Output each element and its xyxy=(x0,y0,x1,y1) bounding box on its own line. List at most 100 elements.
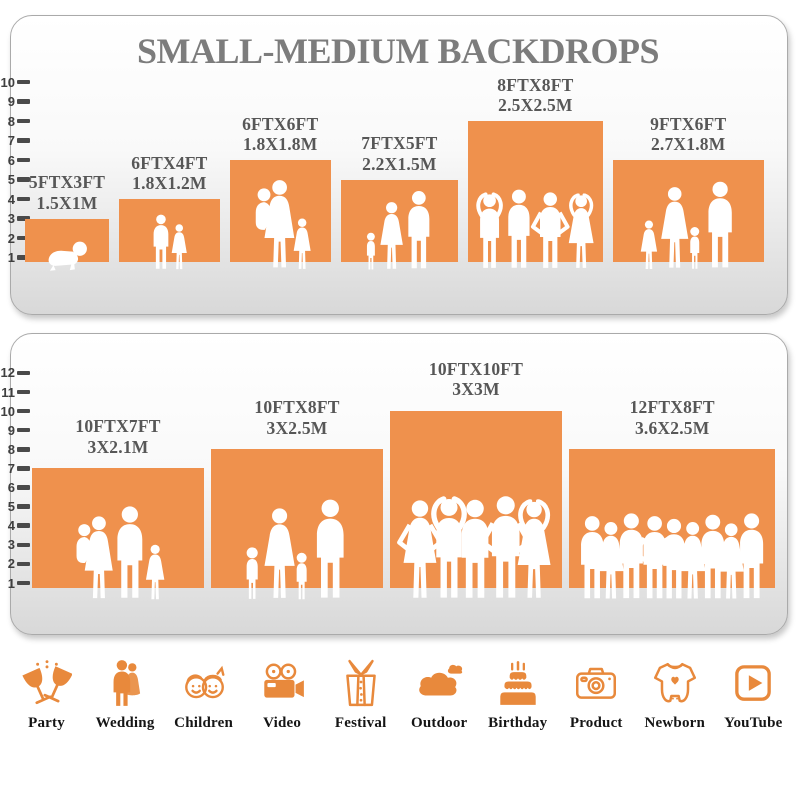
y-axis-tick-label: 1 xyxy=(7,575,15,591)
category-item-video: Video xyxy=(244,658,320,732)
y-axis-tick: 12 xyxy=(0,365,30,381)
wedding-icon xyxy=(113,660,141,706)
backdrop-bar: 9FTX6FT 2.7X1.8M xyxy=(612,114,764,269)
size-label-ft: 6FTX6FT xyxy=(242,113,319,134)
size-label-m: 1.8X1.2M xyxy=(132,173,207,194)
size-label-ft: 6FTX4FT xyxy=(131,152,208,173)
y-axis-tick-label: 8 xyxy=(7,113,15,129)
size-label-ft: 9FTX6FT xyxy=(650,113,727,134)
backdrop-bar: 5FTX3FT 1.5X1M xyxy=(25,172,109,271)
y-axis-tick: 1 xyxy=(0,575,30,591)
y-axis-tick: 5 xyxy=(0,499,30,515)
newborn-icon xyxy=(653,663,696,703)
y-axis-tick-label: 10 xyxy=(0,74,15,90)
backdrop-bar: 10FTX8FT 3X2.5M xyxy=(211,397,383,600)
y-axis-tick-mark xyxy=(17,79,30,85)
product-icon xyxy=(576,667,617,699)
y-axis-tick: 7 xyxy=(0,133,30,149)
size-label-ft: 10FTX7FT xyxy=(75,416,161,437)
y-axis-tick-label: 10 xyxy=(0,403,15,419)
people-silhouette xyxy=(48,241,87,271)
category-item-product: Product xyxy=(558,658,634,732)
people-silhouette xyxy=(581,513,764,602)
y-axis-tick: 2 xyxy=(0,230,30,246)
y-axis-tick: 6 xyxy=(0,480,30,496)
y-axis-tick-mark xyxy=(17,389,30,395)
backdrop-size-label: 6FTX6FT 1.8X1.8M xyxy=(200,114,361,155)
people-silhouette xyxy=(246,499,344,600)
backdrop-size-label: 8FTX8FT 2.5X2.5M xyxy=(428,75,643,116)
person-silhouette xyxy=(478,194,501,267)
category-item-party: Party xyxy=(9,658,85,732)
person-silhouette xyxy=(660,187,688,268)
y-axis-tick-mark xyxy=(17,561,30,567)
person-silhouette xyxy=(567,193,596,270)
size-label-ft: 7FTX5FT xyxy=(361,133,438,154)
size-label-m: 3X3M xyxy=(452,379,500,400)
y-axis-tick-mark xyxy=(17,216,30,221)
category-item-wedding: Wedding xyxy=(87,658,163,732)
y-axis-tick-label: 4 xyxy=(7,191,15,207)
y-axis-tick-label: 5 xyxy=(7,499,15,515)
outdoor-icon xyxy=(419,664,463,696)
y-axis-tick-label: 4 xyxy=(7,518,15,534)
y-axis-tick-label: 8 xyxy=(7,441,15,457)
person-silhouette xyxy=(153,214,169,269)
y-axis-tick-mark xyxy=(17,542,30,548)
y-axis-tick: 4 xyxy=(0,191,30,207)
children-icon xyxy=(184,665,225,699)
y-axis-tick-mark xyxy=(17,504,30,509)
y-axis-tick: 5 xyxy=(0,172,30,188)
size-label-m: 3.6X2.5M xyxy=(634,417,710,438)
person-silhouette xyxy=(48,241,87,271)
y-axis-tick-mark xyxy=(17,370,30,376)
person-silhouette xyxy=(533,192,568,267)
y-axis-tick-mark xyxy=(17,138,30,143)
backdrop-rectangle xyxy=(340,179,459,262)
y-axis-tick-label: 1 xyxy=(7,250,15,265)
y-axis-tick-label: 12 xyxy=(0,365,15,381)
person-silhouette xyxy=(718,523,744,599)
people-silhouette xyxy=(366,190,429,270)
backdrop-rectangle xyxy=(612,160,764,262)
size-label-m: 2.7X1.8M xyxy=(650,134,726,155)
backdrop-rectangle xyxy=(32,468,204,588)
category-item-festival: Festival xyxy=(323,658,399,732)
person-silhouette xyxy=(640,220,657,269)
backdrop-size-label: 9FTX6FT 2.7X1.8M xyxy=(567,114,800,155)
y-axis-tick-label: 6 xyxy=(7,152,15,168)
festival-icon xyxy=(345,659,376,707)
backdrop-bar: 10FTX7FT 3X2.1M xyxy=(32,416,204,600)
category-item-newborn: Newborn xyxy=(637,658,713,732)
backdrop-bar: 7FTX5FT 2.2X1.5M xyxy=(340,133,459,270)
category-row: Party Wedding Children Video Festival Ou… xyxy=(0,658,800,768)
y-axis-tick: 8 xyxy=(0,441,30,457)
person-silhouette xyxy=(316,499,344,598)
y-axis-tick-mark xyxy=(17,408,30,414)
y-axis-tick-label: 7 xyxy=(7,133,15,148)
y-axis-tick: 9 xyxy=(0,422,30,438)
person-silhouette xyxy=(663,519,685,599)
category-label: Product xyxy=(569,715,623,731)
backdrop-size-label: 10FTX10FT 3X3M xyxy=(338,359,613,400)
person-silhouette xyxy=(701,515,725,599)
size-label-ft: 10FTX10FT xyxy=(428,358,524,379)
y-axis-tick-mark xyxy=(17,427,30,433)
y-axis-tick-label: 7 xyxy=(7,460,15,476)
people-silhouette xyxy=(153,214,187,270)
y-axis-tick-mark xyxy=(17,523,30,528)
person-silhouette xyxy=(508,189,530,268)
y-axis-tick-mark xyxy=(17,466,30,471)
y-axis-tick: 10 xyxy=(0,403,30,419)
y-axis-tick-mark xyxy=(17,447,30,452)
person-silhouette xyxy=(296,553,307,600)
size-label-m: 2.5X2.5M xyxy=(498,95,573,116)
person-silhouette xyxy=(518,501,551,597)
y-axis-tick-label: 9 xyxy=(7,422,15,438)
size-label-m: 3X2.5M xyxy=(266,417,328,438)
person-silhouette xyxy=(434,499,464,598)
category-item-youtube: YouTube xyxy=(715,658,791,732)
person-silhouette xyxy=(145,545,165,600)
y-axis-tick: 7 xyxy=(0,460,30,476)
